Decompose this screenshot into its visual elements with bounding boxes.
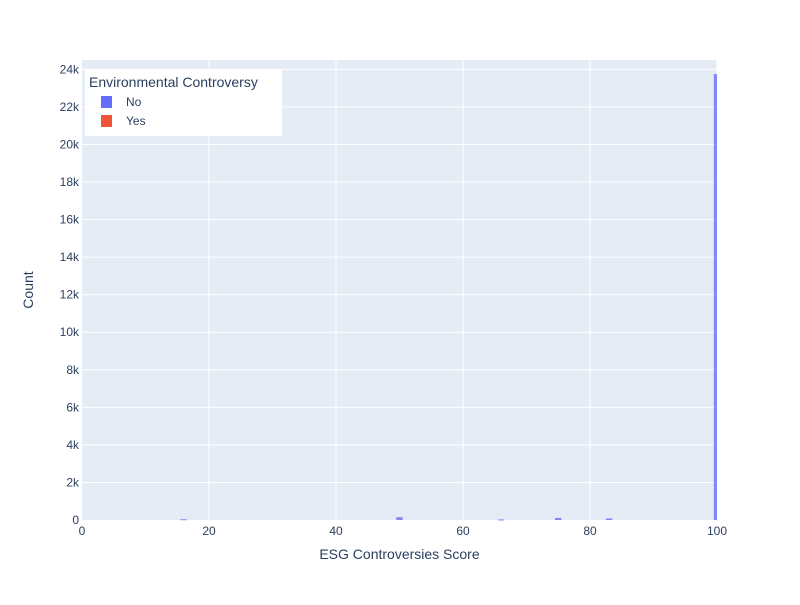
y-tick-label: 14k: [60, 250, 80, 264]
y-tick-label: 8k: [66, 363, 80, 377]
x-axis-title: ESG Controversies Score: [319, 546, 479, 562]
histogram-bar: [555, 517, 562, 520]
x-tick-label: 0: [79, 524, 86, 538]
y-tick-label: 22k: [60, 100, 80, 114]
y-tick-label: 16k: [60, 213, 80, 227]
legend-item-label: No: [126, 95, 142, 109]
legend-swatch: [101, 96, 112, 108]
histogram-bar: [605, 518, 613, 520]
y-tick-label: 12k: [60, 288, 80, 302]
y-tick-label: 2k: [66, 475, 80, 489]
x-tick-label: 20: [202, 524, 216, 538]
plot-area: [82, 60, 717, 520]
y-tick-label: 10k: [60, 325, 80, 339]
histogram-bar: [497, 519, 505, 521]
y-tick-label: 0: [72, 513, 79, 527]
y-tick-label: 4k: [66, 438, 80, 452]
histogram-bar: [180, 519, 187, 521]
y-tick-label: 20k: [60, 137, 80, 151]
y-tick-label: 18k: [60, 175, 80, 189]
legend-title: Environmental Controversy: [89, 74, 258, 90]
legend-swatch: [101, 115, 112, 127]
x-axis-ticks: 0 20 40 60 80 100: [79, 524, 728, 538]
x-tick-label: 40: [329, 524, 343, 538]
y-axis-title: Count: [20, 271, 36, 308]
bars: [180, 74, 717, 521]
x-tick-label: 80: [583, 524, 597, 538]
legend-items: No Yes: [101, 95, 146, 128]
x-tick-label: 100: [707, 524, 727, 538]
y-tick-label: 6k: [66, 400, 80, 414]
histogram-bar: [713, 74, 717, 520]
x-tick-label: 60: [456, 524, 470, 538]
legend-item-label: Yes: [126, 114, 146, 128]
y-axis-ticks: 0 2k 4k 6k 8k 10k 12k 14k 16k 18k 20k 22k 24k: [60, 62, 80, 527]
y-tick-label: 24k: [60, 62, 80, 76]
legend-box: [85, 69, 282, 136]
histogram-bar: [396, 517, 403, 520]
legend: Environmental Controversy No Yes: [85, 69, 282, 136]
